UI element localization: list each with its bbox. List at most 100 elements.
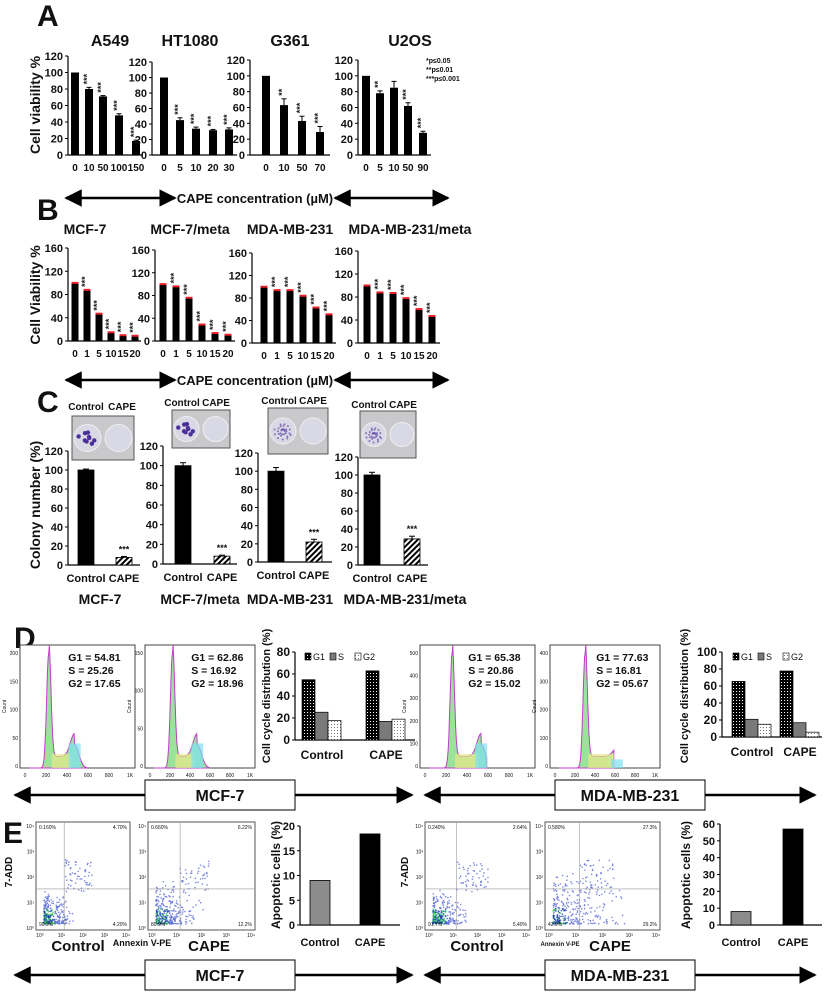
event-dot (44, 903, 46, 905)
event-dot (189, 919, 191, 922)
event-dot (448, 917, 451, 920)
x-tick-label: 5 (186, 349, 192, 360)
histogram-x-tick: 200 (442, 773, 451, 779)
c-0-y-tick-label: 40 (51, 522, 63, 534)
event-dot (576, 899, 579, 901)
e-bar-0-y-tick-label: 20 (283, 821, 295, 833)
histogram-y-tick: 300 (540, 679, 549, 685)
bar (172, 286, 180, 341)
mda-group-box (554, 779, 706, 811)
event-dot (464, 880, 467, 883)
event-dot (559, 883, 562, 885)
event-dot (600, 893, 603, 896)
event-dot (442, 903, 444, 905)
colony (368, 431, 371, 434)
colony (376, 440, 379, 443)
event-dot (155, 891, 157, 894)
colony (281, 433, 284, 436)
flow-x-tick: 10⁰ (425, 933, 433, 939)
x-tick-label: 10 (196, 349, 208, 360)
event-dot (566, 879, 568, 882)
b-1-y-tick-label: 40 (138, 313, 150, 325)
event-dot (205, 871, 208, 874)
event-dot (576, 902, 578, 905)
significance-marker: *** (217, 543, 228, 553)
event-dot (80, 890, 83, 892)
event-dot (565, 922, 567, 925)
event-dot (605, 884, 608, 887)
colony (377, 428, 380, 431)
mcf7-group-box (144, 779, 296, 811)
event-dot (441, 915, 444, 918)
event-dot (65, 890, 68, 893)
event-dot (571, 914, 573, 916)
event-dot (596, 916, 599, 918)
event-dot (446, 901, 449, 903)
event-dot (206, 872, 208, 875)
event-dot (45, 916, 48, 918)
event-dot (433, 919, 436, 921)
event-dot (566, 898, 569, 901)
event-dot (446, 903, 449, 905)
colony (188, 432, 193, 437)
colony (373, 428, 376, 431)
event-dot (71, 912, 74, 915)
histogram-y-tick: 300 (410, 696, 419, 702)
event-dot (569, 919, 572, 921)
event-dot (610, 886, 613, 888)
event-dot (159, 893, 161, 896)
a-1-y-tick-label: 120 (129, 57, 147, 69)
significance-marker: *** (169, 272, 179, 283)
flow-y-tick: 10⁰ (26, 926, 34, 932)
event-dot (434, 901, 436, 904)
quadrant-q2-value: 6.22% (238, 825, 253, 831)
significance-marker: *** (80, 276, 90, 287)
event-dot (462, 909, 465, 911)
significance-marker: *** (309, 527, 320, 537)
event-dot (611, 900, 613, 902)
flow-x-tick: 10⁴ (652, 933, 660, 939)
event-dot (184, 910, 186, 913)
legend-label: S (766, 652, 772, 662)
quadrant-q4-value: 90.9% (39, 922, 54, 928)
bar-cap (286, 289, 294, 292)
event-dot (606, 882, 609, 885)
histogram-frame (549, 644, 661, 769)
b-0-y-tick-label: 120 (45, 266, 63, 278)
a-2-y-tick-label: 0 (239, 150, 245, 162)
s-phase-fill (588, 754, 614, 768)
event-dot (169, 895, 171, 898)
event-dot (185, 878, 188, 880)
event-dot (76, 875, 79, 878)
colony (365, 432, 368, 435)
quadrant-q4-value: 80.9% (151, 922, 166, 928)
significance-marker: *** (96, 82, 106, 93)
bar-cap (273, 289, 281, 292)
event-dot (166, 923, 168, 925)
event-dot (157, 900, 160, 903)
event-dot (451, 904, 454, 906)
event-dot (168, 912, 171, 915)
bar-g1 (779, 670, 794, 738)
event-dot (68, 861, 70, 863)
x-tick-label: 5 (390, 351, 396, 362)
event-dot (164, 884, 167, 887)
a-2-y-tick-label: 120 (227, 55, 245, 67)
event-dot (621, 914, 624, 917)
bar-cap (376, 291, 384, 294)
event-dot (194, 877, 197, 880)
g2-phase-fill (68, 743, 81, 768)
photo-label: Control (164, 398, 200, 409)
event-dot (171, 913, 174, 915)
event-dot (43, 921, 46, 924)
y-axis-label: Apoptotic cells (%) (269, 821, 283, 929)
event-dot (476, 864, 478, 866)
x-tick-label: 50 (402, 163, 414, 174)
event-dot (577, 920, 579, 922)
event-dot (465, 921, 467, 923)
x-tick-label: Control (163, 572, 202, 584)
colony (176, 425, 181, 430)
colony (277, 432, 280, 435)
event-dot (46, 895, 48, 898)
event-dot (603, 921, 605, 924)
